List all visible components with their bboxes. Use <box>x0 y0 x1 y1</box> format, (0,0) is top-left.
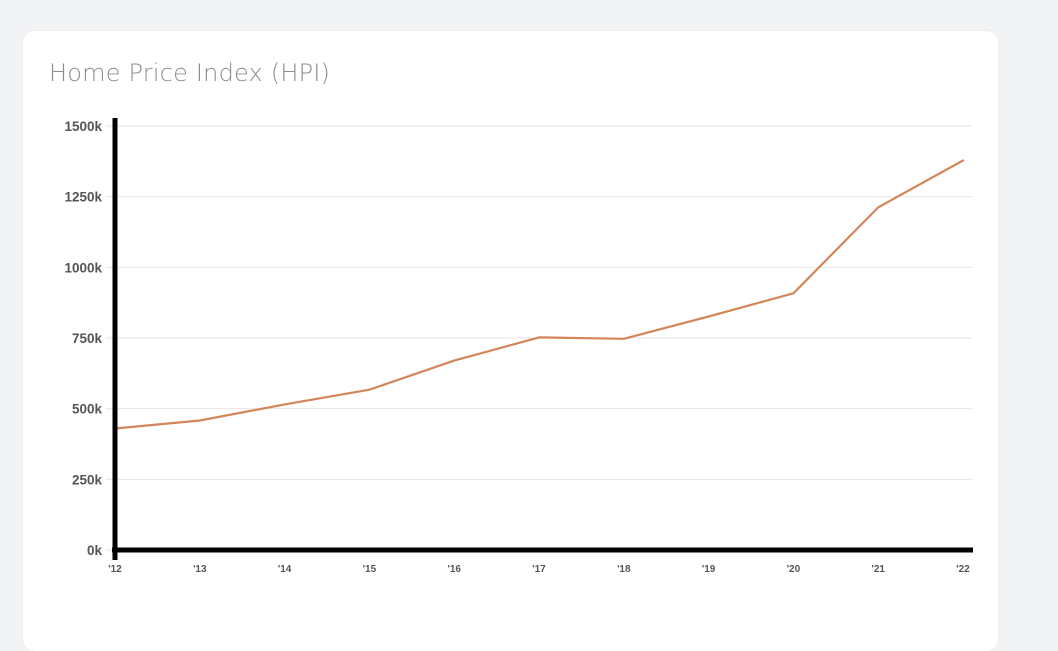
x-tick-label: '16 <box>447 564 461 575</box>
series-line <box>115 161 963 429</box>
x-tick-label: '17 <box>532 564 546 575</box>
y-axis-ticks: 0k 250k 500k 750k 1000k 1250k 1500k <box>64 119 115 558</box>
y-tick-label: 1000k <box>64 260 102 275</box>
y-tick-label: 1500k <box>64 119 102 134</box>
y-tick-label: 750k <box>72 331 103 346</box>
x-tick-label: '22 <box>956 564 970 575</box>
y-tick-label: 250k <box>72 472 103 487</box>
x-tick-label: '12 <box>108 564 122 575</box>
series-layer <box>115 160 963 428</box>
x-tick-label: '18 <box>617 564 631 575</box>
x-tick-label: '19 <box>702 564 716 575</box>
y-tick-label: 500k <box>72 402 103 417</box>
x-tick-label: '20 <box>787 564 801 575</box>
x-tick-label: '13 <box>193 564 207 575</box>
y-tick-label: 1250k <box>64 190 102 205</box>
y-tick-label: 0k <box>87 543 103 558</box>
x-tick-label: '15 <box>363 564 377 575</box>
gridlines <box>115 126 973 479</box>
x-tick-label: '21 <box>871 564 885 575</box>
x-axis-ticks: '12 '13 '14 '15 '16 '17 '18 '19 '20 '21 '22 <box>108 564 970 575</box>
x-tick-label: '14 <box>278 564 292 575</box>
